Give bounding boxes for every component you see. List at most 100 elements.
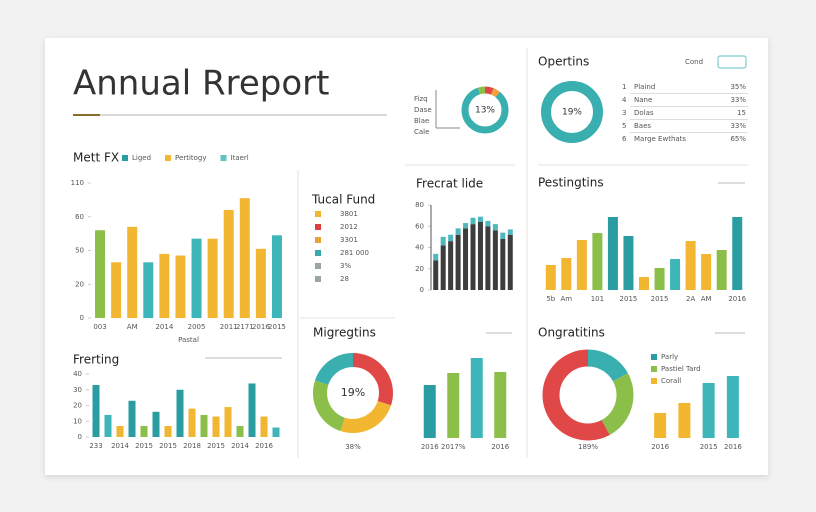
bar [255, 248, 266, 318]
x-tick-label: 2014 [155, 323, 173, 331]
y-tick-label: 80 [415, 201, 424, 209]
table-cell: 33% [730, 122, 746, 130]
x-tick-label: 2015 [620, 295, 638, 303]
bar [271, 235, 282, 318]
badge-box [717, 55, 747, 69]
legend-label: Pertitogy [175, 154, 206, 162]
legend-label: Corall [661, 377, 681, 385]
pie-segment [461, 86, 509, 134]
bar [685, 241, 696, 290]
bar-segment [455, 228, 461, 235]
bar [701, 254, 712, 290]
x-tick-label: 2011 [220, 323, 238, 331]
bar [494, 372, 507, 438]
bar [223, 210, 234, 318]
list-label: 3801 [340, 210, 358, 218]
x-tick-label: 2015 [207, 442, 225, 450]
x-tick-label: 003 [93, 323, 106, 331]
bar-segment [433, 260, 439, 290]
legend-swatch [651, 354, 657, 360]
center-label: 13% [475, 106, 495, 116]
bar-segment [485, 226, 491, 290]
bar [592, 233, 603, 290]
bar [576, 240, 587, 290]
category-label: Blae [414, 117, 429, 125]
y-tick-label: 20 [415, 265, 424, 273]
list-swatch [315, 211, 321, 217]
x-tick-label: 2016 [651, 443, 669, 451]
x-tick-label: 2171 [236, 323, 254, 331]
list-swatch [315, 237, 321, 243]
bar [175, 255, 186, 318]
chart-title: Mett FX [73, 151, 119, 165]
y-tick-label: 60 [415, 222, 424, 230]
caption: 38% [345, 443, 361, 451]
table-cell: Nane [634, 96, 652, 104]
table-cell: Marge Ewthats [634, 135, 686, 143]
x-tick-label: AM [701, 295, 712, 303]
bar-segment [477, 222, 483, 290]
list-swatch [315, 250, 321, 256]
bar [164, 425, 172, 437]
legend-swatch [651, 366, 657, 372]
bar [639, 277, 649, 290]
table-cell: 3 [622, 109, 626, 117]
legend-label: Pastiel Tard [661, 365, 701, 373]
bar [116, 425, 124, 437]
bar-segment [500, 232, 506, 239]
x-tick-label: 2015 [135, 442, 153, 450]
bar [272, 427, 280, 437]
bar [224, 407, 232, 437]
legend-swatch [165, 155, 172, 161]
table-cell: 65% [730, 135, 746, 143]
bar-segment [485, 220, 491, 227]
bar-segment [492, 230, 498, 290]
legend-label: Liged [132, 154, 151, 162]
bar-segment [440, 245, 446, 290]
table-cell: 6 [622, 135, 627, 143]
bar [111, 262, 122, 318]
x-tick-label: 2014 [231, 442, 249, 450]
caption: 189% [578, 443, 598, 451]
pie-segment [313, 353, 393, 433]
bar [654, 413, 667, 438]
pie-segment [541, 81, 603, 143]
x-tick-label: 2016 [421, 443, 439, 451]
legend-swatch [651, 378, 657, 384]
pie-segment [313, 353, 393, 433]
bar [104, 414, 112, 437]
list-label: 3301 [340, 236, 358, 244]
badge: Cond [685, 58, 703, 66]
chart-title: Tucal Fund [311, 193, 375, 207]
y-tick-label: 0 [80, 314, 84, 322]
bar [200, 414, 208, 437]
bar [143, 262, 154, 318]
legend-swatch [122, 155, 128, 161]
y-tick-label: 50 [75, 247, 84, 255]
pie-segment [313, 353, 393, 433]
bar [423, 385, 436, 438]
bar [545, 265, 556, 290]
x-tick-label: AM [127, 323, 138, 331]
bar [128, 400, 136, 437]
list-swatch [315, 276, 321, 282]
bar [732, 217, 743, 290]
bar-segment [463, 228, 469, 290]
y-tick-label: 40 [73, 370, 82, 378]
x-tick-label: 2016 [724, 443, 742, 451]
bar-segment [507, 229, 513, 235]
x-tick-label: 2015 [651, 295, 669, 303]
bar [191, 238, 202, 318]
y-tick-label: 10 [73, 417, 82, 425]
y-tick-label: 40 [415, 244, 424, 252]
list-swatch [315, 263, 321, 269]
category-label: Fizq [414, 95, 428, 103]
bar [159, 253, 170, 318]
bar [726, 376, 739, 438]
table-cell: 1 [622, 83, 626, 91]
bar-segment [455, 234, 461, 290]
list-label: 2012 [340, 223, 358, 231]
bar-segment [507, 234, 513, 290]
chart-title: Ongratitins [538, 326, 605, 340]
